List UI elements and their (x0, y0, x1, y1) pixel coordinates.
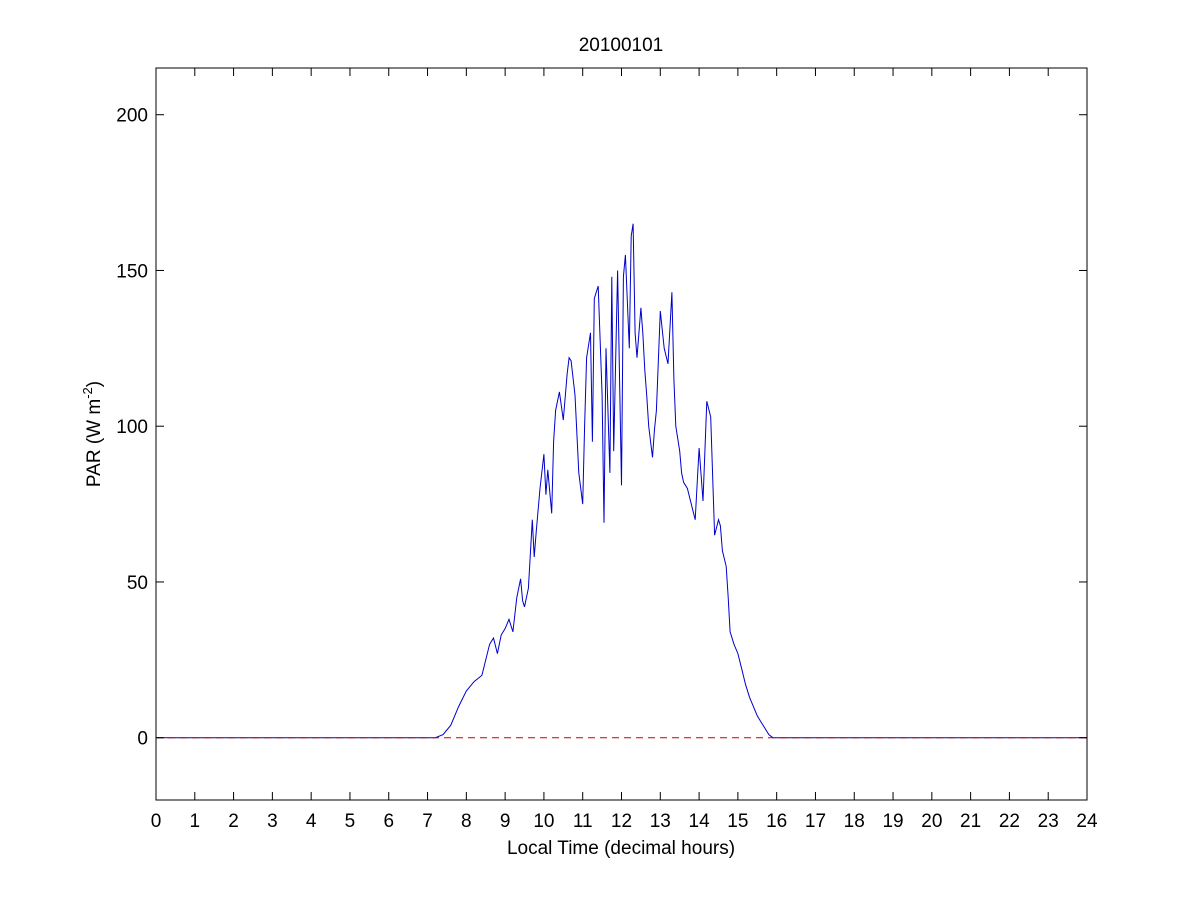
x-tick-label: 1 (190, 811, 201, 832)
y-tick-label: 150 (116, 261, 148, 282)
x-tick-label: 15 (727, 811, 748, 832)
y-tick-label: 0 (137, 729, 148, 750)
y-axis-label: PAR (W m-2) (80, 381, 105, 487)
y-axis-label-close: ) (84, 381, 105, 387)
x-tick-label: 19 (882, 811, 903, 832)
plot-area: 0 1 2 3 4 5 6 7 8 9 10 11 12 13 14 15 16 17 18 19 20 21 22 23 24… (116, 67, 1098, 832)
x-tick-label: 5 (345, 811, 356, 832)
x-tick-label: 21 (960, 811, 981, 832)
x-tick-label: 23 (1038, 811, 1059, 832)
x-tick-label: 10 (533, 811, 554, 832)
x-tick-label: 0 (151, 811, 162, 832)
series-group (156, 223, 1087, 739)
x-tick-label: 13 (650, 811, 671, 832)
x-tick-label: 9 (500, 811, 511, 832)
x-tick-label: 12 (611, 811, 632, 832)
y-tick-label: 100 (116, 417, 148, 438)
series-line-0 (156, 223, 1087, 739)
x-tick-label: 3 (267, 811, 278, 832)
x-tick-label: 7 (422, 811, 433, 832)
x-tick-label: 4 (306, 811, 317, 832)
y-axis-ticks: 0 50 100 150 200 (116, 106, 1087, 750)
x-tick-label: 20 (921, 811, 942, 832)
y-tick-label: 200 (116, 106, 148, 127)
x-tick-label: 24 (1076, 811, 1098, 832)
y-axis-label-superscript: -2 (80, 387, 95, 399)
x-tick-label: 2 (228, 811, 239, 832)
x-tick-label: 16 (766, 811, 787, 832)
y-axis-label-main: PAR (W m (84, 399, 105, 487)
x-axis-label: Local Time (decimal hours) (507, 838, 735, 859)
y-tick-label: 50 (127, 573, 148, 594)
x-tick-label: 11 (573, 811, 593, 832)
x-tick-label: 8 (461, 811, 472, 832)
x-tick-label: 14 (689, 811, 711, 832)
x-tick-label: 17 (805, 811, 826, 832)
x-tick-label: 18 (844, 811, 865, 832)
x-tick-label: 22 (999, 811, 1020, 832)
x-tick-label: 6 (383, 811, 394, 832)
chart-title: 20100101 (579, 35, 664, 56)
x-axis-ticks: 0 1 2 3 4 5 6 7 8 9 10 11 12 13 14 15 16 17 18 19 20 21 22 23 24 (151, 68, 1098, 832)
